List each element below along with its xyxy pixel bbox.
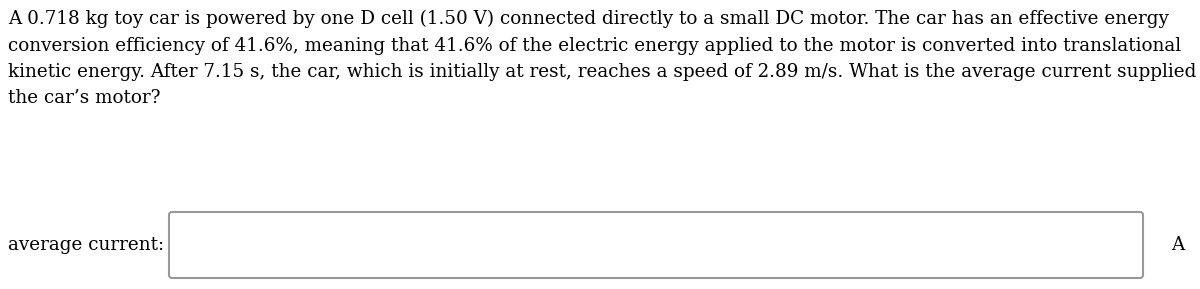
FancyBboxPatch shape <box>169 212 1142 278</box>
Text: A: A <box>1171 236 1184 254</box>
Text: A 0.718 kg toy car is powered by one D cell (1.50 V) connected directly to a sma: A 0.718 kg toy car is powered by one D c… <box>8 10 1200 108</box>
Text: average current:: average current: <box>8 236 164 254</box>
